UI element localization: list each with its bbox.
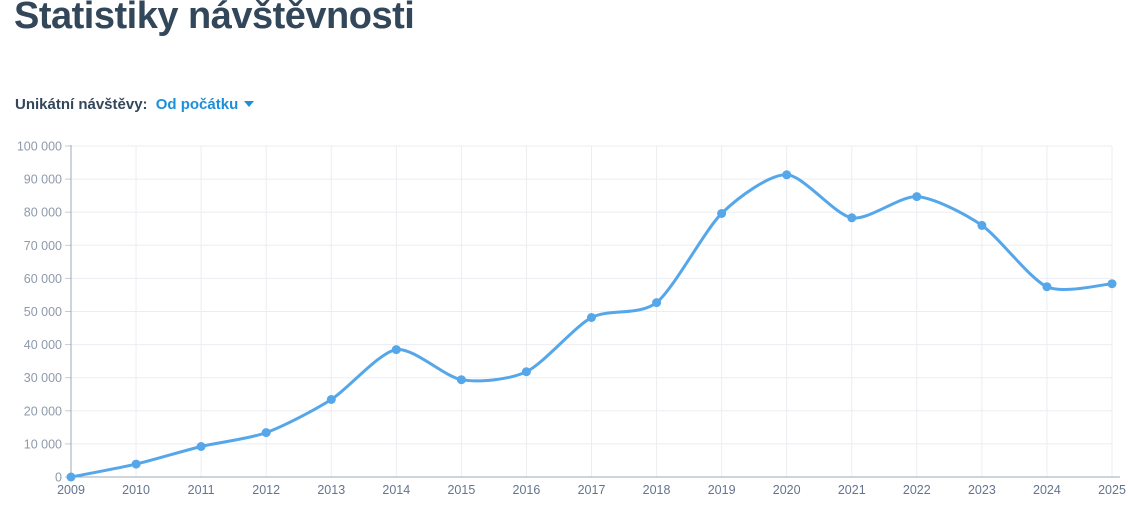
y-axis-tick-label: 90 000 (24, 173, 62, 187)
x-axis-tick-label: 2011 (188, 483, 215, 497)
x-axis-tick-label: 2014 (382, 483, 410, 497)
data-point-2024[interactable] (1042, 282, 1052, 292)
x-axis-tick-label: 2022 (903, 483, 931, 497)
y-axis-tick-label: 100 000 (17, 140, 62, 154)
data-point-2013[interactable] (326, 395, 336, 404)
y-axis-tick-label: 50 000 (24, 305, 62, 319)
page-title: Statistiky návštěvnosti (14, 0, 415, 37)
data-point-2009[interactable] (66, 472, 76, 482)
x-axis-tick-label: 2019 (708, 483, 736, 497)
y-axis-tick-label: 0 (55, 471, 62, 485)
x-axis-tick-label: 2025 (1098, 483, 1126, 497)
data-point-2014[interactable] (391, 345, 401, 355)
data-point-2020[interactable] (782, 170, 792, 180)
x-axis-tick-label: 2010 (122, 483, 150, 497)
data-point-2017[interactable] (587, 313, 596, 322)
x-axis-tick-label: 2015 (447, 483, 475, 497)
x-axis-tick-label: 2016 (513, 483, 541, 497)
data-point-2022[interactable] (912, 192, 922, 202)
x-axis-tick-label: 2013 (317, 483, 345, 497)
period-filter-value: Od počátku (155, 96, 239, 113)
data-point-2010[interactable] (131, 459, 141, 469)
data-point-2023[interactable] (977, 220, 987, 230)
data-point-2012[interactable] (261, 428, 271, 438)
caret-down-icon (244, 101, 255, 108)
x-axis-tick-label: 2021 (838, 483, 866, 497)
line-chart-canvas: 0 10 000 20 000 30 000 40 000 50 000 60 000 70 … (17, 140, 1126, 498)
visits-filter-row: Unikátní návštěvy: Od počátku (15, 96, 255, 113)
y-axis-tick-label: 30 000 (24, 371, 62, 385)
x-axis-tick-label: 2020 (773, 483, 801, 497)
data-point-2019[interactable] (717, 209, 727, 218)
y-axis-tick-label: 20 000 (24, 404, 62, 418)
y-axis-tick-label: 80 000 (24, 206, 62, 220)
x-axis-tick-label: 2012 (252, 483, 280, 497)
data-point-2018[interactable] (652, 298, 662, 308)
x-axis-tick-label: 2024 (1033, 483, 1061, 497)
data-point-2016[interactable] (521, 367, 531, 377)
data-point-2021[interactable] (847, 213, 857, 223)
visits-line-chart: 0 10 000 20 000 30 000 40 000 50 000 60 000 70 … (0, 140, 1128, 509)
y-axis-tick-label: 40 000 (24, 338, 62, 352)
x-axis-tick-label: 2017 (578, 483, 606, 497)
data-point-2025[interactable] (1107, 279, 1117, 289)
data-point-2015[interactable] (456, 375, 466, 385)
y-axis-tick-label: 10 000 (24, 437, 62, 451)
y-axis-tick-label: 60 000 (24, 272, 62, 286)
x-axis-tick-label: 2018 (643, 483, 671, 497)
x-axis-tick-label: 2009 (57, 483, 85, 497)
period-filter-dropdown[interactable]: Od počátku (156, 96, 255, 113)
y-axis-tick-label: 70 000 (24, 239, 62, 253)
filter-label: Unikátní návštěvy: (15, 96, 148, 113)
data-point-2011[interactable] (196, 442, 206, 451)
x-axis-tick-label: 2023 (968, 483, 996, 497)
